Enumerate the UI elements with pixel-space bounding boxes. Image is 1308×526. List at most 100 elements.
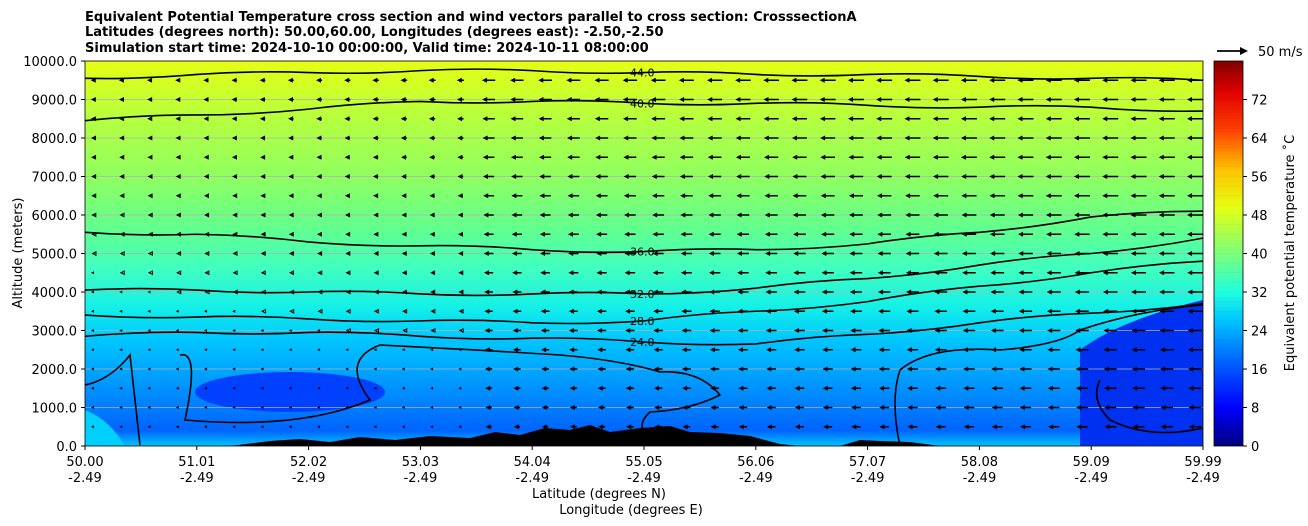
wind-vector: [764, 231, 778, 237]
wind-vector: [595, 212, 608, 218]
wind-vector: [288, 329, 292, 332]
wind-vector: [175, 425, 179, 429]
wind-vector: [1102, 231, 1119, 237]
contour-label: 36.0: [630, 246, 655, 259]
wind-vector: [764, 212, 778, 218]
wind-vector: [175, 367, 179, 371]
wind-vector: [679, 116, 694, 122]
wind-vector: [458, 289, 464, 295]
wind-vector: [147, 290, 151, 294]
wind-vector: [708, 251, 721, 256]
wind-vector: [428, 97, 436, 102]
wind-vector: [876, 154, 892, 160]
wind-vector: [934, 308, 947, 314]
wind-vector: [766, 385, 776, 391]
wind-vector: [91, 406, 94, 409]
wind-vector: [1132, 424, 1145, 430]
wind-vector: [906, 347, 919, 353]
wind-vector: [625, 308, 635, 314]
wind-vector: [1017, 174, 1034, 179]
contour-line: [85, 99, 1203, 122]
wind-vector: [765, 289, 777, 295]
wind-vector: [232, 309, 236, 313]
wind-vector: [261, 308, 267, 314]
wind-vector: [735, 154, 750, 160]
wind-vector: [763, 116, 779, 122]
wind-vector: [1075, 308, 1089, 314]
wind-vector: [569, 366, 578, 372]
wind-vector: [568, 308, 578, 314]
wind-vector: [401, 212, 407, 218]
x-tick-label-lon: -2.49: [739, 471, 773, 486]
wind-vector: [1158, 174, 1175, 179]
wind-vector: [933, 193, 949, 199]
wind-vector: [935, 405, 946, 410]
wind-vector: [175, 97, 181, 102]
wind-vector: [344, 116, 351, 122]
wind-vector: [791, 116, 808, 122]
wind-vector: [907, 424, 918, 430]
wind-vector: [260, 154, 266, 160]
wind-vector: [737, 347, 748, 353]
wind-vector: [430, 289, 436, 295]
y-tick-label: 10000.0: [23, 55, 77, 70]
colorbar-tick-label: 48: [1251, 209, 1268, 224]
wind-vector: [401, 425, 405, 429]
plot-area: 44.0 40.0 36.0 32.0 28.0 24.0: [85, 61, 1203, 446]
wind-vector: [961, 251, 976, 256]
wind-vector: [820, 154, 835, 160]
wind-vector: [259, 116, 266, 122]
wind-vector: [345, 425, 349, 429]
wind-vector: [232, 425, 236, 429]
wind-vector: [91, 251, 97, 256]
x-tick-label-lat: 50.00: [66, 455, 103, 470]
y-tick-label: 7000.0: [32, 171, 78, 186]
wind-vector: [710, 424, 719, 430]
wind-vector: [1187, 116, 1203, 122]
x-tick-label-lat: 52.02: [290, 455, 327, 470]
wind-vector: [596, 270, 607, 276]
wind-vector: [907, 405, 918, 410]
wind-vector: [204, 386, 208, 390]
wind-vector: [678, 77, 694, 83]
wind-vector: [260, 406, 264, 409]
wind-vector: [763, 77, 780, 83]
wind-vector: [596, 308, 607, 314]
wind-vector: [707, 116, 722, 122]
wind-vector: [822, 347, 833, 353]
wind-vector: [876, 135, 892, 141]
wind-vector: [119, 251, 125, 256]
wind-vector: [935, 385, 947, 391]
wind-vector: [316, 231, 322, 237]
wind-vector: [707, 77, 723, 83]
wind-vector: [511, 193, 523, 199]
wind-vector: [430, 367, 434, 371]
wind-vector: [877, 289, 891, 295]
wind-vector: [1075, 366, 1089, 372]
wind-vector: [989, 77, 1006, 83]
wind-vector: [879, 405, 890, 410]
wind-vector: [1187, 212, 1203, 218]
wind-vector: [681, 366, 691, 372]
wind-vector: [876, 193, 892, 199]
wind-vector: [568, 270, 579, 276]
wind-vector: [539, 154, 552, 160]
wind-vector: [288, 406, 292, 409]
wind-vector: [540, 251, 551, 256]
wind-vector: [963, 424, 975, 430]
wind-vector: [345, 212, 351, 218]
wind-vector: [373, 406, 377, 409]
wind-vector: [1045, 193, 1062, 199]
wind-vector: [482, 154, 495, 160]
wind-vector: [904, 135, 921, 141]
wind-vector: [457, 193, 463, 199]
colorbar-tick-label: 8: [1251, 402, 1259, 417]
wind-vector: [345, 367, 349, 371]
wind-vector: [260, 212, 266, 218]
wind-vector: [458, 270, 464, 276]
wind-vector: [203, 135, 209, 141]
wind-vector: [1160, 424, 1173, 430]
wind-vector: [1160, 366, 1174, 372]
wind-vector: [622, 97, 637, 102]
wind-vector: [962, 289, 976, 295]
